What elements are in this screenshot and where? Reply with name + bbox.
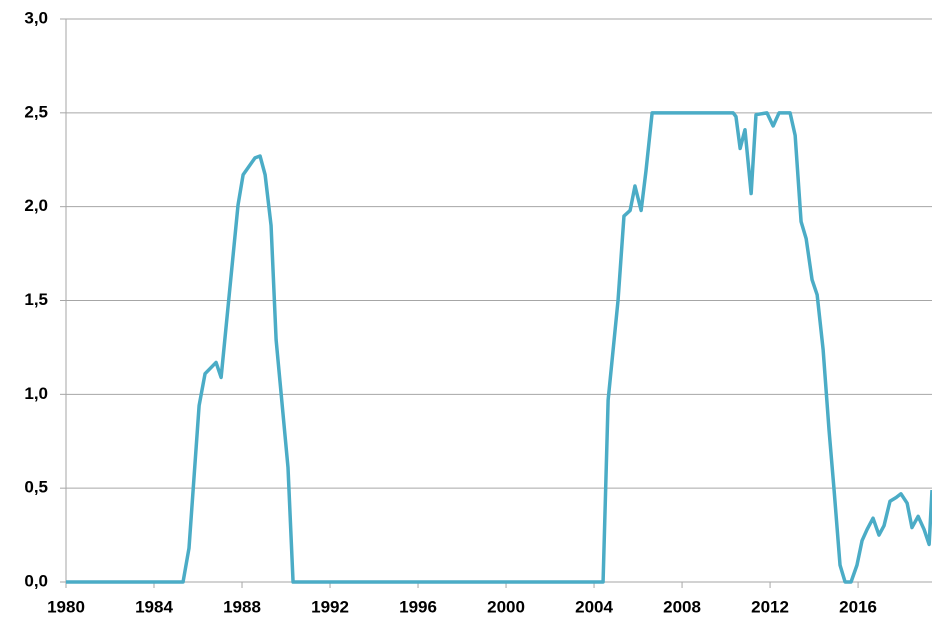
x-tick-label: 1980	[47, 597, 85, 616]
y-tick-label: 0,5	[24, 478, 48, 497]
x-tick-label: 2016	[839, 597, 877, 616]
y-tick-label: 3,0	[24, 8, 48, 27]
x-tick-label: 1988	[223, 597, 261, 616]
y-tick-label: 1,5	[24, 290, 48, 309]
x-tick-label: 2000	[487, 597, 525, 616]
y-tick-label: 1,0	[24, 384, 48, 403]
y-tick-label: 2,5	[24, 102, 48, 121]
y-tick-label: 0,0	[24, 571, 48, 590]
x-tick-label: 2012	[751, 597, 789, 616]
line-series	[66, 111, 932, 584]
x-tick-label: 1984	[135, 597, 173, 616]
x-tick-label: 2008	[663, 597, 701, 616]
x-tick-label: 1992	[311, 597, 349, 616]
x-tick-label: 1996	[399, 597, 437, 616]
x-tick-label: 2004	[575, 597, 613, 616]
y-tick-label: 2,0	[24, 196, 48, 215]
